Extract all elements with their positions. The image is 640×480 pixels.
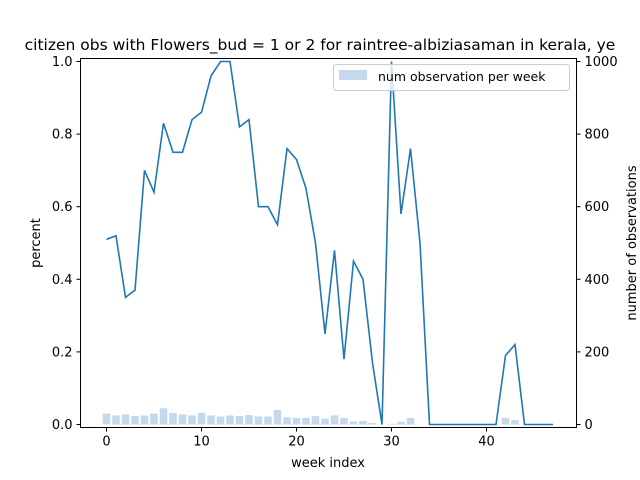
bar bbox=[112, 415, 120, 425]
x-tick-label: 30 bbox=[383, 435, 400, 450]
legend-label: num observation per week bbox=[378, 69, 546, 84]
y-right-tick-label: 200 bbox=[585, 345, 610, 360]
bar bbox=[501, 417, 510, 425]
x-axis-ticks: 0 10 20 30 40 bbox=[102, 427, 495, 450]
y-left-tick-label: 0.0 bbox=[52, 418, 73, 433]
percent-line bbox=[106, 60, 553, 426]
y-left-tick-label: 1.0 bbox=[52, 55, 73, 70]
bar bbox=[511, 420, 519, 425]
bar bbox=[188, 415, 196, 425]
bar bbox=[368, 423, 377, 425]
bar bbox=[159, 408, 168, 425]
bar bbox=[169, 412, 177, 425]
y-right-tick-label: 1000 bbox=[585, 55, 618, 70]
bar bbox=[406, 417, 415, 425]
bar bbox=[140, 415, 149, 425]
y-left-tick-label: 0.4 bbox=[52, 273, 73, 288]
bar bbox=[330, 415, 339, 425]
bar bbox=[273, 409, 282, 425]
x-axis-label: week index bbox=[291, 456, 365, 471]
bar bbox=[226, 415, 234, 425]
y-right-tick-label: 0 bbox=[585, 418, 593, 433]
bar bbox=[340, 417, 348, 425]
y-right-tick-label: 600 bbox=[585, 200, 610, 215]
y-left-tick-label: 0.2 bbox=[52, 345, 73, 360]
bar bbox=[397, 421, 405, 425]
legend-box bbox=[333, 64, 570, 91]
chart-title: citizen obs with Flowers_bud = 1 or 2 fo… bbox=[25, 36, 616, 55]
bar bbox=[102, 413, 111, 425]
plot-frame bbox=[80, 58, 577, 428]
y-left-axis-ticks: 0.0 0.2 0.4 0.6 0.8 1.0 bbox=[52, 55, 81, 433]
y-left-axis-label: percent bbox=[29, 218, 44, 268]
bar bbox=[311, 416, 320, 425]
y-right-tick-label: 800 bbox=[585, 128, 610, 143]
bar-series bbox=[102, 408, 519, 425]
y-left-tick-label: 0.8 bbox=[52, 128, 73, 143]
x-tick-label: 0 bbox=[102, 435, 110, 450]
bar bbox=[235, 416, 244, 425]
y-left-tick-label: 0.6 bbox=[52, 200, 73, 215]
x-tick-label: 40 bbox=[478, 435, 495, 450]
legend: num observation per week bbox=[333, 64, 570, 91]
bar bbox=[207, 415, 215, 425]
bar bbox=[387, 423, 396, 425]
bar bbox=[254, 416, 263, 425]
bar bbox=[349, 421, 358, 425]
bar bbox=[121, 414, 130, 425]
bar bbox=[131, 416, 139, 425]
bar bbox=[150, 413, 158, 425]
bar bbox=[178, 414, 187, 425]
y-right-axis-ticks: 0 200 400 600 800 1000 bbox=[576, 55, 618, 433]
bar bbox=[264, 416, 272, 425]
bar bbox=[197, 412, 206, 425]
x-tick-label: 20 bbox=[288, 435, 305, 450]
bar bbox=[292, 417, 301, 425]
y-right-tick-label: 400 bbox=[585, 273, 610, 288]
bar bbox=[216, 416, 225, 425]
bar bbox=[283, 417, 291, 425]
legend-swatch bbox=[339, 70, 367, 80]
bar bbox=[245, 415, 253, 425]
bar bbox=[302, 417, 310, 425]
x-tick-label: 10 bbox=[193, 435, 210, 450]
bar bbox=[359, 420, 367, 425]
bar bbox=[321, 418, 329, 425]
y-right-axis-label: number of observations bbox=[625, 165, 640, 320]
